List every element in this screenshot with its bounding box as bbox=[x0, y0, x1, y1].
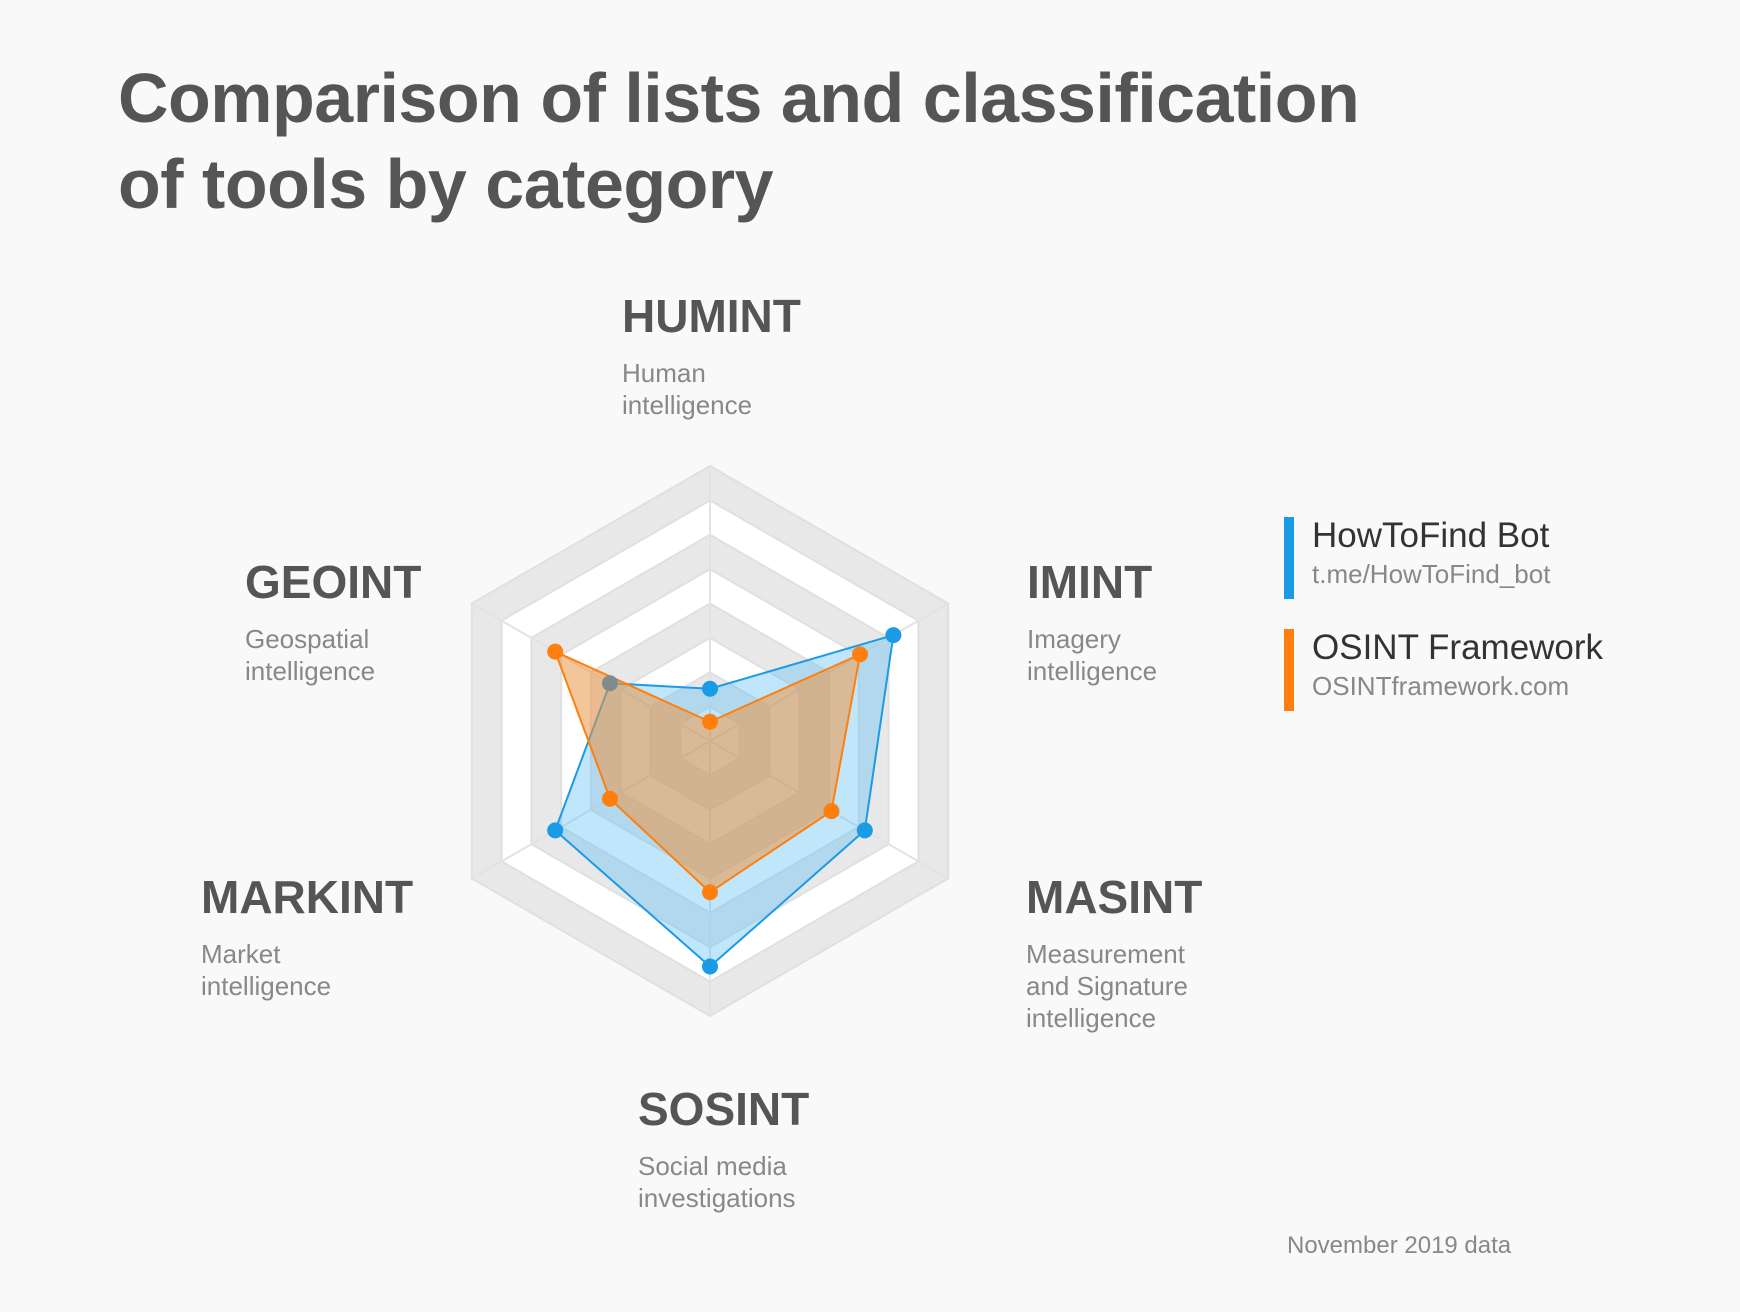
title-line-1: Comparison of lists and classification bbox=[118, 59, 1360, 137]
axis-desc-line: Imagery bbox=[1027, 624, 1121, 654]
data-point-osint-framework-geoint bbox=[547, 643, 564, 660]
axis-code: SOSINT bbox=[638, 1083, 810, 1135]
legend-item-howtofind: HowToFind Bot t.me/HowToFind_bot bbox=[1284, 515, 1603, 599]
axis-label-markint: MARKINT Market intelligence bbox=[201, 870, 413, 1002]
legend-item-osint-framework: OSINT Framework OSINTframework.com bbox=[1284, 627, 1604, 711]
data-point-osint-framework-humint bbox=[702, 713, 718, 730]
axis-desc-line: Market bbox=[201, 939, 281, 969]
axis-desc-line: intelligence bbox=[622, 390, 753, 420]
axis-desc-line: intelligence bbox=[201, 971, 332, 1001]
axis-code: MARKINT bbox=[201, 871, 414, 923]
axis-description: Human intelligence bbox=[622, 357, 801, 421]
axis-desc-line: Social media bbox=[638, 1151, 787, 1181]
axis-code: IMINT bbox=[1027, 556, 1153, 608]
axis-desc-line: investigations bbox=[638, 1183, 796, 1213]
legend: HowToFind Bot t.me/HowToFind_bot OSINT F… bbox=[1284, 515, 1603, 739]
axis-code: GEOINT bbox=[245, 556, 422, 608]
data-point-howtofind-geoint bbox=[601, 675, 618, 692]
data-point-osint-framework-masint bbox=[823, 803, 840, 820]
data-point-howtofind-imint bbox=[885, 627, 902, 644]
legend-swatch bbox=[1284, 629, 1294, 711]
data-point-osint-framework-sosint bbox=[702, 884, 718, 901]
data-point-howtofind-sosint bbox=[702, 958, 718, 975]
legend-swatch bbox=[1284, 517, 1294, 599]
axis-label-humint: HUMINT Human intelligence bbox=[622, 289, 801, 421]
radar-series bbox=[547, 627, 902, 975]
title-line-2: of tools by category bbox=[118, 145, 774, 223]
axis-label-sosint: SOSINT Social media investigations bbox=[638, 1082, 809, 1214]
data-point-osint-framework-markint bbox=[601, 790, 618, 807]
chart-title: Comparison of lists and classification o… bbox=[118, 55, 1418, 227]
axis-desc-line: intelligence bbox=[1027, 656, 1158, 686]
axis-desc-line: Human bbox=[622, 358, 706, 388]
legend-url: OSINTframework.com bbox=[1312, 671, 1570, 701]
legend-name: OSINT Framework bbox=[1312, 628, 1604, 667]
legend-name: HowToFind Bot bbox=[1312, 516, 1550, 555]
axis-description: Imagery intelligence bbox=[1027, 623, 1157, 687]
footnote: November 2019 data bbox=[1287, 1232, 1512, 1259]
axis-label-imint: IMINT Imagery intelligence bbox=[1027, 555, 1157, 687]
data-point-howtofind-masint bbox=[856, 822, 873, 839]
axis-desc-line: and Signature bbox=[1026, 971, 1188, 1001]
axis-desc-line: Geospatial bbox=[245, 624, 370, 654]
axis-code: HUMINT bbox=[622, 290, 801, 342]
legend-url: t.me/HowToFind_bot bbox=[1312, 559, 1551, 589]
axis-label-geoint: GEOINT Geospatial intelligence bbox=[245, 555, 421, 687]
axis-description: Geospatial intelligence bbox=[245, 623, 421, 687]
axis-description: Social media investigations bbox=[638, 1150, 809, 1214]
axis-desc-line: intelligence bbox=[245, 656, 376, 686]
axis-desc-line: intelligence bbox=[1026, 1003, 1157, 1033]
data-point-howtofind-markint bbox=[547, 822, 564, 839]
axis-code: MASINT bbox=[1026, 871, 1203, 923]
axis-desc-line: Measurement bbox=[1026, 939, 1185, 969]
axis-label-masint: MASINT Measurement and Signature intelli… bbox=[1026, 870, 1202, 1034]
axis-description: Measurement and Signature intelligence bbox=[1026, 938, 1202, 1034]
data-point-howtofind-humint bbox=[702, 680, 718, 697]
axis-description: Market intelligence bbox=[201, 938, 413, 1002]
data-point-osint-framework-imint bbox=[852, 646, 869, 663]
